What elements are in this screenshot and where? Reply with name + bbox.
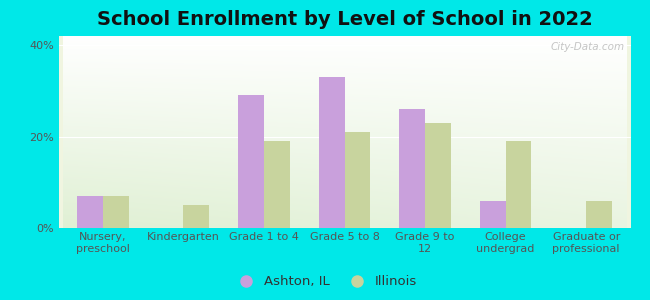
Bar	[238, 95, 264, 228]
Bar	[506, 141, 532, 228]
Bar	[425, 123, 451, 228]
Bar	[103, 196, 129, 228]
Bar	[183, 205, 209, 228]
Title: School Enrollment by Level of School in 2022: School Enrollment by Level of School in …	[97, 10, 592, 29]
Bar	[344, 132, 370, 228]
Bar	[586, 201, 612, 228]
Bar	[318, 77, 344, 228]
Bar	[480, 201, 506, 228]
Text: City-Data.com: City-Data.com	[551, 42, 625, 52]
Bar	[264, 141, 290, 228]
Bar	[399, 109, 425, 228]
Bar	[77, 196, 103, 228]
Legend: Ashton, IL, Illinois: Ashton, IL, Illinois	[227, 270, 422, 293]
